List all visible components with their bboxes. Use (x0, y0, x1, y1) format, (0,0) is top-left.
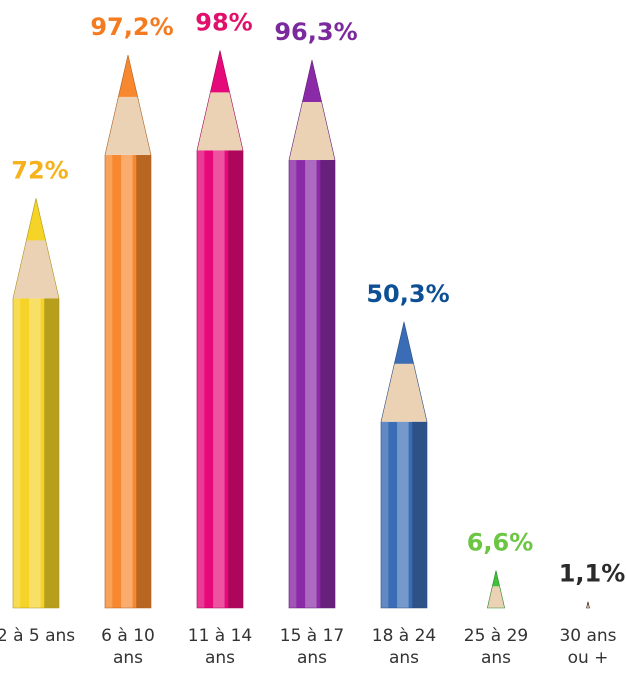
value-label: 1,1% (559, 560, 626, 588)
value-label: 97,2% (90, 13, 173, 41)
category-label: 30 ans ou + (559, 626, 617, 668)
pencil-lead (492, 570, 500, 587)
value-label: 72% (11, 156, 68, 184)
pencil-outline (196, 50, 244, 609)
category-label: 18 à 24 ans (371, 626, 437, 668)
pencil-highlight (397, 421, 409, 608)
category-label: 11 à 14 ans (187, 626, 253, 668)
pencil-shade (105, 154, 113, 608)
value-label: 98% (195, 8, 252, 36)
pencil-shade (197, 150, 205, 608)
category-label: 6 à 10 ans (101, 626, 155, 668)
value-label: 6,6% (467, 528, 534, 556)
pencil-wood (13, 198, 59, 299)
pencil-outline (104, 54, 152, 609)
pencil-wood (586, 601, 590, 608)
pencil-highlight (305, 160, 317, 609)
pencil-wood (289, 60, 335, 161)
value-label: 50,3% (366, 280, 449, 308)
category-label: 15 à 17 ans (279, 626, 345, 668)
pencil-outline (288, 59, 336, 609)
pencil-lead (302, 60, 322, 103)
pencil-shade (228, 150, 243, 608)
pencil-lead (26, 198, 46, 241)
pencil-outline (486, 570, 506, 609)
pencil-highlight (29, 298, 41, 608)
pencil-wood (197, 50, 243, 151)
pencil-lead (118, 54, 138, 97)
pencil-shade (44, 298, 59, 608)
pencil-outline (380, 321, 428, 609)
pencil-shade (412, 421, 427, 608)
category-label: 25 à 29 ans (463, 626, 529, 668)
pencil-highlight (121, 154, 133, 608)
pencil-lead (210, 50, 230, 93)
value-label: 96,3% (274, 18, 357, 46)
pencil-wood (487, 570, 505, 608)
pencil-highlight (213, 150, 225, 608)
pencil-shade (289, 160, 297, 609)
pencil-outline (12, 198, 60, 609)
pencil-shade (136, 154, 151, 608)
category-label: 2 à 5 ans (0, 626, 76, 646)
pencil-wood (105, 54, 151, 155)
pencil-wood (381, 321, 427, 422)
pencil-outline (586, 601, 590, 609)
pencil-shade (320, 160, 335, 609)
pencil-shade (381, 421, 389, 608)
pencil-shade (13, 298, 21, 608)
pencil-lead (394, 321, 414, 364)
